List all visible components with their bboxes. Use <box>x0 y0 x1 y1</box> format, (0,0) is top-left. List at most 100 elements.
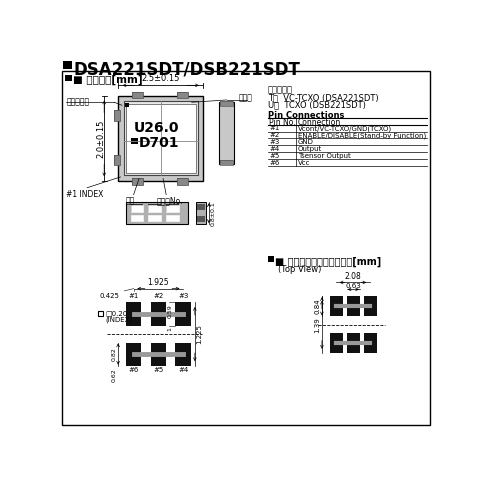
Text: #6: #6 <box>269 160 280 166</box>
Text: 周波数: 周波数 <box>238 94 252 103</box>
Text: #4: #4 <box>178 367 188 373</box>
Bar <box>114 155 120 166</box>
Bar <box>126 343 142 366</box>
Text: 0.82: 0.82 <box>111 347 117 361</box>
Bar <box>177 92 188 98</box>
Bar <box>197 216 205 222</box>
Bar <box>177 179 188 185</box>
Bar <box>131 215 143 221</box>
Text: GND: GND <box>298 139 314 145</box>
Bar <box>125 103 129 107</box>
Text: □0.20: □0.20 <box>105 310 127 316</box>
Bar <box>131 204 143 212</box>
Text: (INDEX): (INDEX) <box>105 316 132 323</box>
Text: 1.225: 1.225 <box>196 324 203 344</box>
Text: 1.39: 1.39 <box>314 317 321 333</box>
Text: #5: #5 <box>269 153 279 159</box>
Bar <box>132 92 143 98</box>
Bar <box>126 203 188 224</box>
Bar <box>176 302 191 325</box>
Text: 0.62: 0.62 <box>111 368 117 382</box>
Text: 型名コード: 型名コード <box>268 85 293 95</box>
Text: U26.0: U26.0 <box>133 121 179 135</box>
Bar <box>132 138 137 144</box>
Text: ■ 外形寸法[mm]: ■ 外形寸法[mm] <box>73 74 143 85</box>
Bar <box>63 60 72 69</box>
Text: Pin Connections: Pin Connections <box>268 111 344 120</box>
Text: #1: #1 <box>129 293 139 300</box>
Bar <box>364 296 377 316</box>
Bar <box>98 311 103 316</box>
Text: #1: #1 <box>269 125 280 132</box>
Bar <box>148 204 161 212</box>
Bar <box>347 333 360 353</box>
Bar <box>166 215 179 221</box>
Bar <box>126 104 196 173</box>
Text: 1: 1 <box>168 327 173 331</box>
Bar <box>114 110 120 121</box>
Bar <box>148 215 161 221</box>
Text: #3: #3 <box>269 139 280 145</box>
Bar <box>126 302 142 325</box>
Bar <box>132 179 143 185</box>
Bar <box>166 204 179 212</box>
Text: D701: D701 <box>139 136 180 150</box>
Text: #6: #6 <box>129 367 139 373</box>
Bar <box>114 155 120 166</box>
Bar <box>220 160 233 166</box>
Text: #1 INDEX: #1 INDEX <box>66 190 104 199</box>
Text: Tsensor Output: Tsensor Output <box>298 153 351 159</box>
Bar <box>126 203 188 224</box>
Bar <box>330 296 343 316</box>
Bar <box>220 101 233 106</box>
Text: U：  TCXO (DSB221SDT): U： TCXO (DSB221SDT) <box>268 100 366 109</box>
Bar <box>151 343 166 366</box>
Bar <box>123 101 198 175</box>
Text: Connection: Connection <box>298 119 341 127</box>
Text: #2: #2 <box>153 293 164 300</box>
Text: #2: #2 <box>269 132 279 138</box>
Text: 0.84: 0.84 <box>314 299 321 314</box>
Text: Output: Output <box>298 146 322 152</box>
Text: ■ ランドパターン（参考）[mm]: ■ ランドパターン（参考）[mm] <box>276 256 382 266</box>
Bar <box>98 311 103 316</box>
Bar <box>220 160 233 166</box>
Bar <box>114 110 120 121</box>
Text: #4: #4 <box>269 146 279 152</box>
Text: ロットNo.: ロットNo. <box>157 196 183 205</box>
Bar <box>196 203 206 224</box>
Bar <box>219 102 234 164</box>
Bar <box>347 296 360 316</box>
Bar <box>196 203 206 224</box>
Text: 型名コード: 型名コード <box>66 97 89 107</box>
Text: 1.925: 1.925 <box>148 278 169 287</box>
Text: 2.5±0.15: 2.5±0.15 <box>142 74 180 83</box>
Text: Vcc: Vcc <box>298 160 311 166</box>
Bar <box>177 92 188 98</box>
Bar <box>148 204 161 212</box>
Text: 0.63: 0.63 <box>345 283 361 288</box>
Text: (Top View): (Top View) <box>278 265 321 274</box>
Text: 2.0±0.15: 2.0±0.15 <box>96 119 106 157</box>
Bar <box>132 179 143 185</box>
Bar <box>219 102 234 164</box>
Bar <box>176 343 191 366</box>
Text: 0.8±0.1: 0.8±0.1 <box>210 201 216 226</box>
Bar <box>65 75 72 82</box>
Bar <box>166 204 179 212</box>
Bar <box>131 204 143 212</box>
Text: 0.425: 0.425 <box>100 293 120 299</box>
Bar <box>197 204 205 210</box>
Bar <box>220 101 233 106</box>
Text: Vcont/VC-TCXO/GND(TCXO): Vcont/VC-TCXO/GND(TCXO) <box>298 125 392 132</box>
Bar <box>131 204 143 212</box>
Text: 0.59: 0.59 <box>168 304 173 318</box>
Text: 社名: 社名 <box>126 196 135 205</box>
Bar <box>118 96 204 181</box>
Text: 2.08: 2.08 <box>345 272 361 281</box>
Bar <box>151 302 166 325</box>
Text: #5: #5 <box>153 367 164 373</box>
Bar <box>148 204 161 212</box>
Bar <box>166 204 179 212</box>
Text: #3: #3 <box>178 293 189 300</box>
